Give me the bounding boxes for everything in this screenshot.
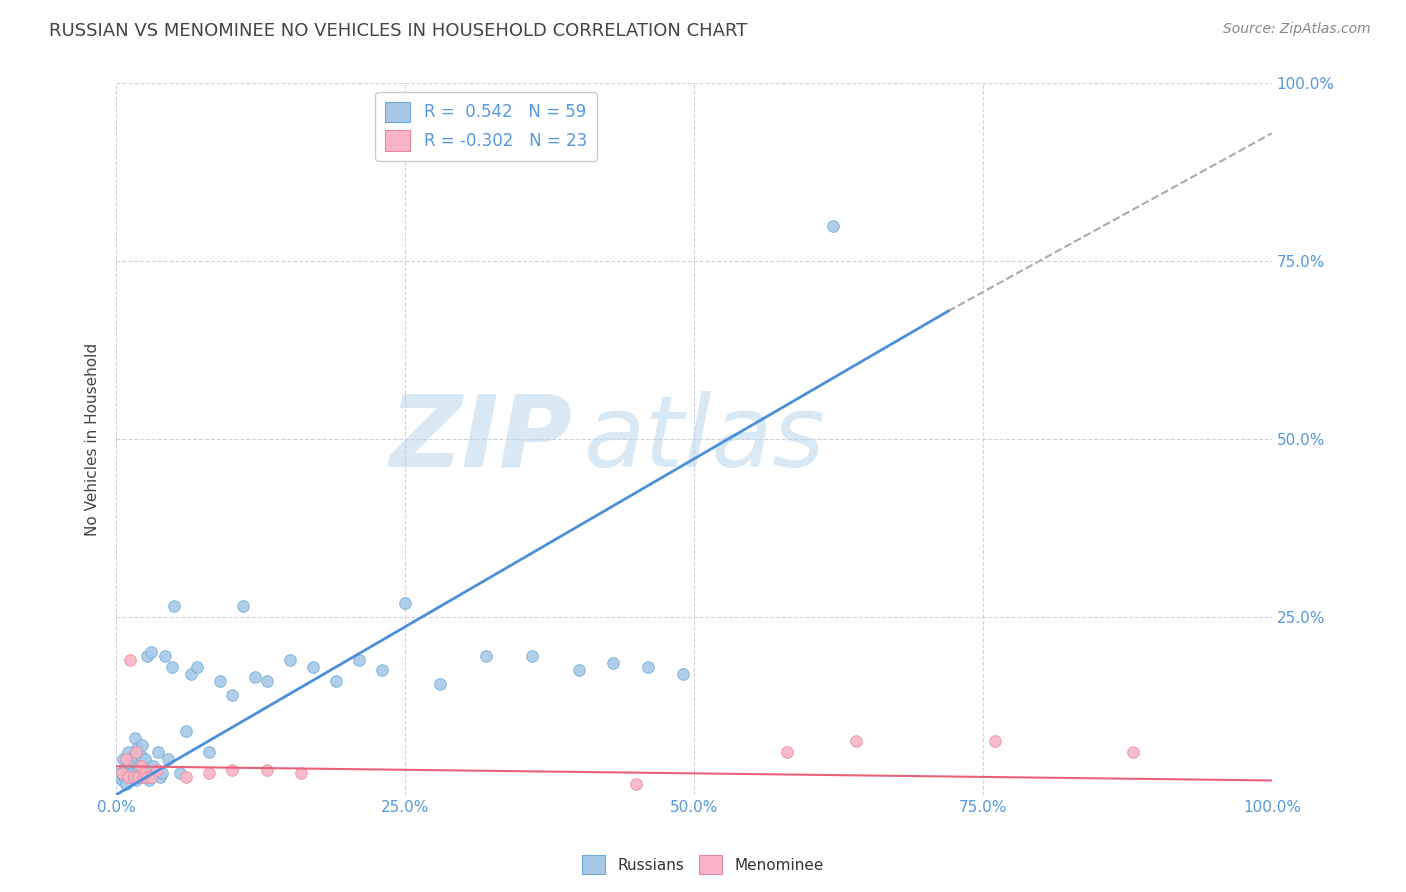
Point: [371, 663, 394, 677]
Point: [124, 731, 146, 745]
Point: [136, 648, 159, 663]
Point: [522, 648, 544, 663]
Point: [637, 659, 659, 673]
Text: ZIP: ZIP: [389, 391, 572, 488]
Point: [775, 745, 797, 759]
Point: [256, 673, 278, 688]
Point: [112, 752, 135, 766]
Point: [278, 652, 301, 666]
Point: [135, 763, 157, 777]
Point: [115, 759, 138, 773]
Point: [394, 596, 416, 610]
Point: [602, 656, 624, 670]
Point: [186, 659, 208, 673]
Point: [180, 666, 202, 681]
Point: [256, 763, 278, 777]
Point: [845, 734, 868, 748]
Point: [429, 677, 451, 691]
Y-axis label: No Vehicles in Household: No Vehicles in Household: [86, 343, 100, 535]
Point: [134, 766, 156, 780]
Point: [120, 652, 142, 666]
Point: [157, 752, 180, 766]
Point: [131, 738, 153, 752]
Point: [114, 777, 136, 791]
Point: [221, 688, 243, 702]
Point: [132, 770, 155, 784]
Point: [142, 759, 165, 773]
Point: [112, 770, 135, 784]
Point: [671, 666, 693, 681]
Point: [821, 219, 844, 233]
Text: Source: ZipAtlas.com: Source: ZipAtlas.com: [1223, 22, 1371, 37]
Point: [129, 759, 152, 773]
Point: [139, 645, 162, 659]
Point: [243, 670, 266, 684]
Point: [290, 766, 312, 780]
Point: [118, 763, 141, 777]
Point: [1122, 745, 1144, 759]
Point: [134, 752, 156, 766]
Point: [325, 673, 347, 688]
Point: [174, 723, 197, 738]
Point: [122, 770, 145, 784]
Point: [114, 752, 136, 766]
Point: [111, 773, 134, 788]
Point: [475, 648, 498, 663]
Point: [169, 766, 191, 780]
Point: [232, 599, 254, 614]
Text: RUSSIAN VS MENOMINEE NO VEHICLES IN HOUSEHOLD CORRELATION CHART: RUSSIAN VS MENOMINEE NO VEHICLES IN HOUS…: [49, 22, 748, 40]
Point: [122, 748, 145, 763]
Text: atlas: atlas: [585, 391, 825, 488]
Point: [160, 659, 183, 673]
Point: [626, 777, 648, 791]
Point: [145, 766, 167, 780]
Point: [127, 770, 149, 784]
Point: [132, 766, 155, 780]
Point: [163, 599, 186, 614]
Point: [153, 648, 176, 663]
Point: [567, 663, 589, 677]
Point: [197, 766, 219, 780]
Point: [146, 745, 169, 759]
Point: [347, 652, 370, 666]
Point: [138, 773, 160, 788]
Point: [197, 745, 219, 759]
Point: [145, 763, 167, 777]
Point: [174, 770, 197, 784]
Point: [121, 766, 143, 780]
Point: [108, 766, 131, 780]
Point: [136, 770, 159, 784]
Point: [120, 770, 142, 784]
Point: [209, 673, 232, 688]
Point: [127, 763, 149, 777]
Point: [117, 745, 139, 759]
Point: [128, 759, 150, 773]
Point: [129, 748, 152, 763]
Legend: R =  0.542   N = 59, R = -0.302   N = 23: R = 0.542 N = 59, R = -0.302 N = 23: [375, 92, 598, 161]
Point: [125, 773, 148, 788]
Point: [149, 770, 172, 784]
Point: [117, 770, 139, 784]
Point: [152, 766, 174, 780]
Point: [125, 745, 148, 759]
Point: [111, 766, 134, 780]
Point: [983, 734, 1005, 748]
Point: [132, 770, 155, 784]
Legend: Russians, Menominee: Russians, Menominee: [576, 849, 830, 880]
Point: [301, 659, 323, 673]
Point: [120, 756, 142, 770]
Point: [125, 741, 148, 756]
Point: [221, 763, 243, 777]
Point: [139, 770, 162, 784]
